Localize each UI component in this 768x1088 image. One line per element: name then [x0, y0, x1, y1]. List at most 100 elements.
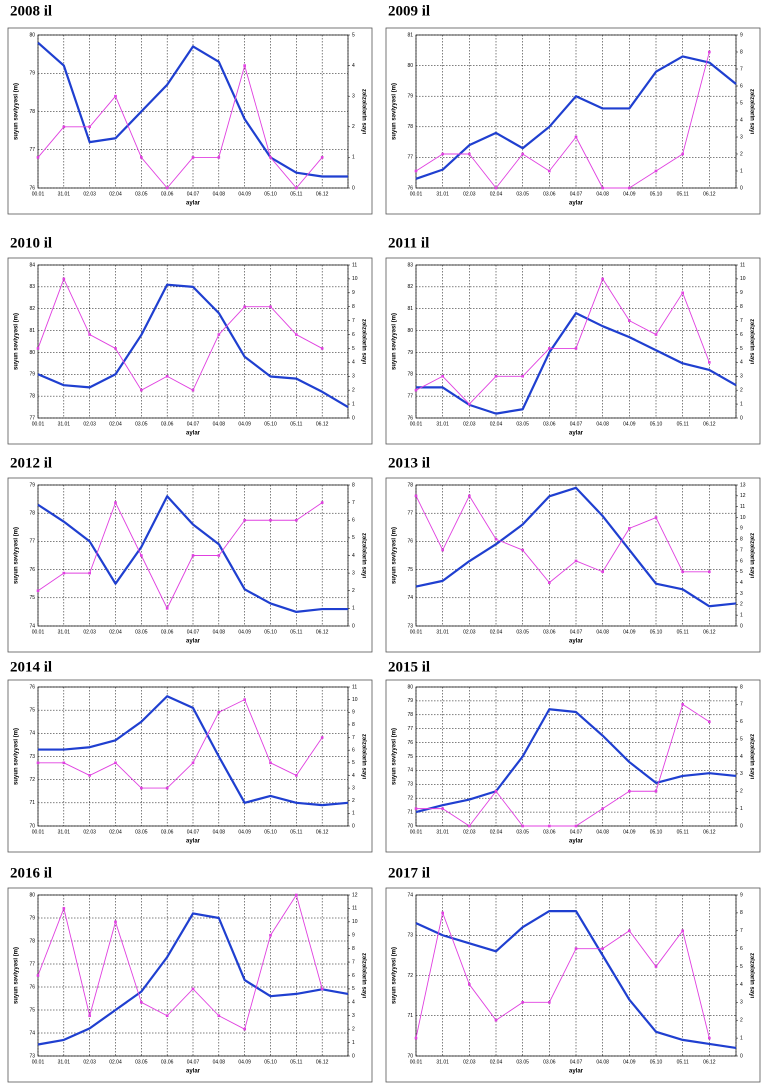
y2-tick-label: 0 — [740, 623, 743, 629]
count-marker — [601, 186, 604, 190]
x-tick-label: 31.01 — [436, 629, 449, 635]
count-marker — [217, 1014, 221, 1018]
count-marker — [191, 554, 195, 557]
count-marker — [320, 347, 324, 350]
y2-tick-label: 4 — [740, 982, 743, 988]
y2-tick-label: 5 — [352, 32, 355, 38]
y2-tick-label: 0 — [352, 415, 355, 421]
count-marker — [654, 169, 658, 173]
panel-frame — [385, 27, 761, 215]
x-axis-label: aylar — [186, 839, 201, 845]
count-marker — [165, 374, 169, 378]
chart-title: 2013 il — [388, 455, 430, 471]
x-tick-label: 03.05 — [516, 1059, 529, 1065]
count-marker — [681, 152, 684, 156]
y-tick-label: 72 — [407, 973, 413, 979]
count-marker — [601, 277, 604, 281]
x-tick-label: 06.12 — [703, 421, 716, 427]
y-tick-label: 82 — [29, 306, 35, 312]
count-marker — [574, 824, 578, 828]
y2-tick-label: 2 — [352, 388, 355, 394]
y-axis-label: suyun səviyyəsi (m) — [14, 527, 20, 584]
plot-area — [415, 484, 737, 627]
x-tick-label: 03.06 — [543, 421, 556, 427]
chart-title: 2017 il — [388, 865, 430, 881]
y-tick-label: 74 — [29, 1030, 35, 1036]
y2-tick-label: 0 — [740, 1053, 743, 1059]
count-marker — [441, 807, 444, 810]
x-tick-label: 05.11 — [290, 829, 302, 835]
y-tick-label: 73 — [407, 623, 413, 629]
x-tick-label: 04.08 — [596, 829, 609, 835]
y2-tick-label: 11 — [352, 262, 357, 268]
chart-title: 2015 il — [388, 659, 430, 675]
panel-frame — [385, 477, 761, 653]
y2-tick-label: 5 — [740, 346, 743, 352]
y-tick-label: 80 — [407, 684, 413, 690]
y-tick-label: 78 — [29, 393, 35, 399]
y-tick-label: 78 — [407, 712, 413, 718]
x-tick-label: 02.03 — [463, 829, 476, 835]
y2-tick-label: 3 — [352, 374, 355, 380]
x-tick-label: 04.09 — [623, 191, 636, 197]
y-axis-label: suyun səviyyəsi (m) — [392, 313, 398, 370]
y-tick-label: 76 — [29, 984, 35, 990]
y2-axis-label: zəlzələlərin sayı — [360, 319, 366, 365]
y2-tick-label: 2 — [740, 388, 743, 394]
x-tick-label: 04.09 — [238, 191, 251, 197]
x-tick-label: 05.10 — [264, 1059, 277, 1065]
count-marker — [574, 559, 578, 563]
x-tick-label: 31.01 — [436, 421, 449, 427]
y-tick-label: 76 — [407, 415, 413, 421]
panel-frame — [385, 679, 761, 853]
count-marker — [36, 156, 40, 159]
x-tick-label: 04.09 — [238, 421, 251, 427]
x-tick-label: 05.11 — [677, 421, 689, 427]
count-marker — [114, 501, 117, 504]
y-tick-label: 73 — [407, 933, 413, 939]
x-tick-label: 04.08 — [596, 629, 609, 635]
panel-frame — [7, 27, 373, 215]
y2-tick-label: 5 — [740, 736, 743, 742]
count-marker — [295, 893, 298, 897]
y-tick-label: 84 — [29, 262, 35, 268]
x-axis-label: aylar — [569, 1069, 584, 1075]
y2-tick-label: 1 — [740, 1035, 743, 1041]
count-marker — [243, 305, 246, 309]
y2-tick-label: 2 — [352, 1026, 355, 1032]
y-tick-label: 77 — [29, 539, 35, 545]
plot-area — [37, 484, 349, 627]
count-marker — [654, 516, 658, 519]
y-tick-label: 83 — [29, 284, 35, 290]
count-line — [37, 278, 323, 391]
y-tick-label: 78 — [407, 482, 413, 488]
y2-tick-label: 3 — [740, 134, 743, 140]
count-marker — [191, 156, 195, 159]
y-tick-label: 73 — [29, 1053, 35, 1059]
y2-axis-label: zəlzələlərin sayı — [748, 319, 754, 365]
count-marker — [217, 156, 221, 159]
x-tick-label: 06.12 — [316, 829, 329, 835]
x-tick-label: 02.03 — [83, 829, 96, 835]
count-marker — [681, 570, 684, 574]
y-tick-label: 75 — [407, 567, 413, 573]
y2-tick-label: 10 — [352, 697, 358, 703]
x-tick-label: 02.04 — [490, 629, 503, 635]
count-marker — [601, 947, 604, 950]
x-tick-label: 02.04 — [109, 629, 122, 635]
y2-tick-label: 2 — [740, 1018, 743, 1024]
count-marker — [140, 786, 143, 790]
y-tick-label: 81 — [29, 328, 35, 334]
y-axis-label: suyun səviyyəsi (m) — [14, 947, 20, 1004]
y2-tick-label: 1 — [352, 811, 355, 817]
x-axis-label: aylar — [186, 1069, 201, 1075]
x-tick-label: 04.07 — [570, 829, 583, 835]
count-marker — [468, 402, 471, 406]
x-tick-label: 02.04 — [109, 1059, 122, 1065]
count-marker — [269, 761, 272, 765]
count-marker — [269, 156, 272, 159]
count-marker — [628, 527, 631, 530]
x-tick-label: 04.08 — [596, 421, 609, 427]
count-marker — [708, 1036, 711, 1040]
y-tick-label: 76 — [407, 740, 413, 746]
